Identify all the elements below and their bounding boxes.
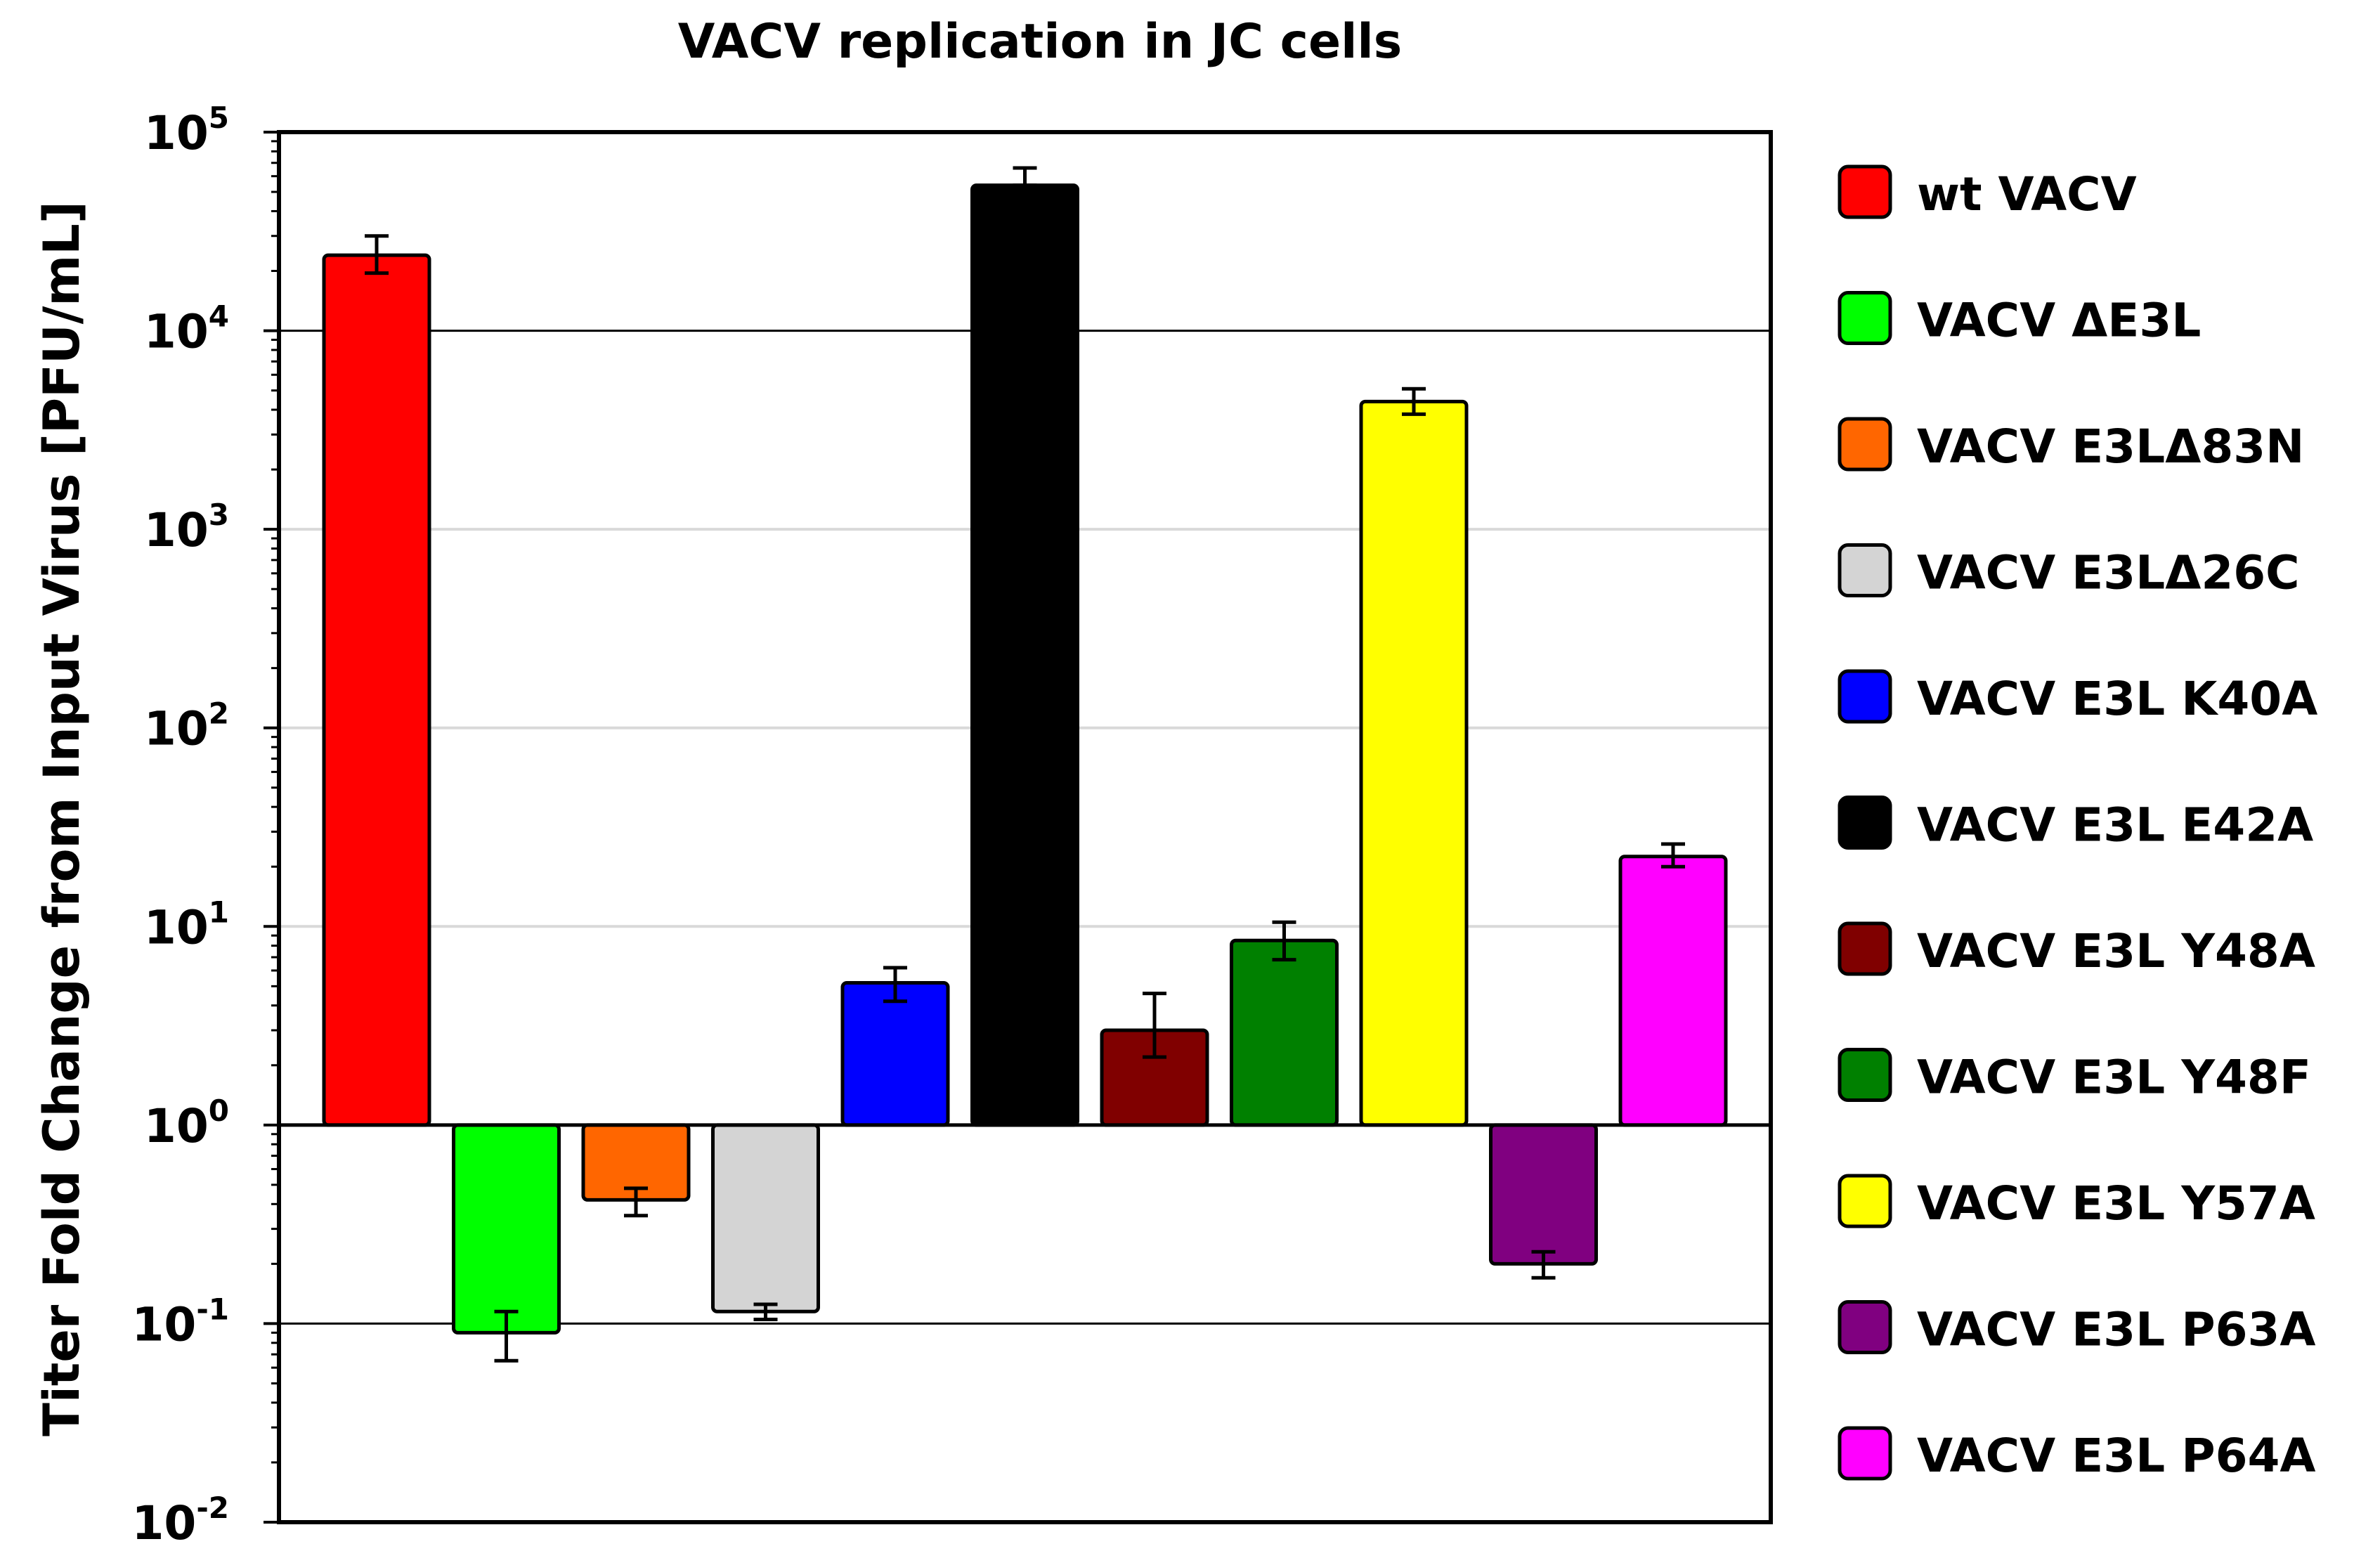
bar	[1618, 855, 1728, 1127]
legend-label: VACV E3LΔ83N	[1917, 420, 2304, 474]
y-tick-label: 10-1	[131, 1292, 229, 1351]
legend-label: VACV E3L Y48A	[1917, 924, 2315, 978]
legend-swatch	[1838, 417, 1892, 472]
y-tick-label: 103	[144, 498, 229, 557]
legend-swatch	[1838, 291, 1892, 345]
error-bar	[753, 1302, 778, 1321]
legend-item: VACV ΔE3L	[1838, 291, 2201, 348]
error-bar	[1661, 842, 1685, 869]
legend-label: VACV E3L Y57A	[1917, 1176, 2315, 1231]
legend-label: wt VACV	[1917, 167, 2137, 221]
legend-swatch	[1838, 164, 1892, 219]
error-bars	[365, 166, 1685, 1363]
legend-item: VACV E3LΔ83N	[1838, 417, 2304, 474]
legend-swatch	[1838, 1174, 1892, 1228]
legend-swatch	[1838, 669, 1892, 724]
plot-frame	[277, 130, 1773, 1524]
legend-swatch	[1838, 796, 1892, 850]
legend-item: VACV E3L Y57A	[1838, 1174, 2315, 1231]
error-bar	[1402, 387, 1426, 416]
legend-item: wt VACV	[1838, 164, 2137, 221]
legend-item: VACV E3L K40A	[1838, 669, 2317, 726]
legend-item: VACV E3L Y48A	[1838, 921, 2315, 978]
legend-swatch	[1838, 1426, 1892, 1481]
y-tick-label: 105	[144, 100, 229, 160]
legend-label: VACV E3L K40A	[1917, 672, 2317, 726]
legend: wt VACV VACV ΔE3L VACV E3LΔ83N VACV E3LΔ26C…	[1838, 164, 2317, 1483]
error-bar	[365, 234, 389, 275]
bar	[1359, 399, 1469, 1127]
bar	[452, 1123, 561, 1335]
legend-label: VACV E3L P64A	[1917, 1429, 2316, 1483]
y-tick-label: 100	[144, 1094, 229, 1153]
bar	[840, 981, 950, 1127]
y-tick-label: 101	[144, 895, 229, 954]
legend-item: VACV E3L P64A	[1838, 1426, 2316, 1483]
legend-label: VACV E3L Y48F	[1917, 1051, 2311, 1105]
bar	[322, 253, 431, 1127]
error-bar	[1272, 920, 1296, 962]
bars	[322, 183, 1728, 1335]
error-bar	[1143, 992, 1166, 1059]
legend-label: VACV E3L E42A	[1917, 798, 2313, 852]
legend-swatch	[1838, 1300, 1892, 1354]
y-tick-label: 10-2	[131, 1491, 229, 1550]
legend-item: VACV E3L E42A	[1838, 796, 2313, 852]
error-bar	[624, 1186, 648, 1218]
legend-swatch	[1838, 921, 1892, 976]
legend-item: VACV E3L P63A	[1838, 1300, 2316, 1357]
chart-title: VACV replication in JC cells	[678, 14, 1402, 70]
legend-item: VACV E3L Y48F	[1838, 1048, 2311, 1105]
bar	[1489, 1123, 1598, 1266]
legend-label: VACV ΔE3L	[1917, 294, 2201, 348]
y-tick-label: 104	[144, 299, 229, 359]
bar	[970, 183, 1079, 1127]
legend-label: VACV E3LΔ26C	[1917, 546, 2300, 600]
legend-swatch	[1838, 1048, 1892, 1102]
legend-label: VACV E3L P63A	[1917, 1303, 2316, 1357]
legend-item: VACV E3LΔ26C	[1838, 543, 2300, 600]
error-bar	[1013, 166, 1037, 188]
y-axis-label: Titer Fold Change from Input Virus [PFU/…	[33, 201, 91, 1436]
y-axis: 105 104 103 102 101 100 10-1 10-2	[131, 100, 279, 1550]
error-bar	[1531, 1250, 1556, 1280]
error-bar	[494, 1309, 519, 1363]
legend-swatch	[1838, 543, 1892, 597]
y-tick-label: 102	[144, 696, 229, 756]
bar	[711, 1123, 820, 1313]
error-bar	[883, 966, 907, 1004]
bar	[1230, 938, 1339, 1127]
